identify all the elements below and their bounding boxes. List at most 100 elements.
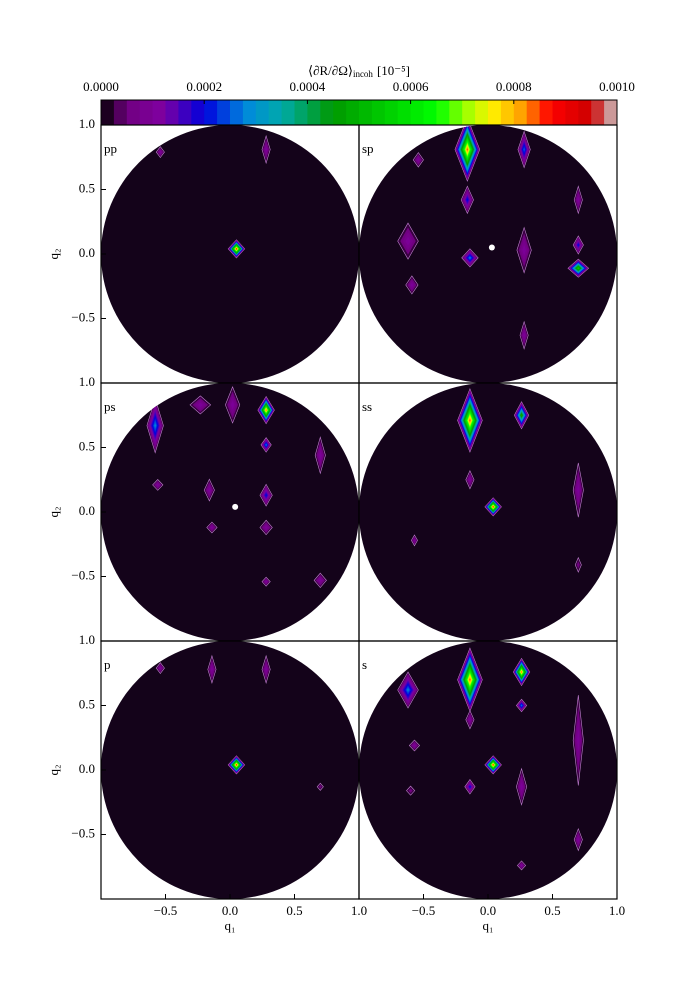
hotspot: [515, 698, 528, 713]
panel-label: p: [104, 657, 111, 672]
hotspot: [513, 401, 530, 430]
colorbar-swatch: [475, 100, 489, 125]
contour-level: [521, 704, 523, 707]
contour-level: [197, 402, 203, 408]
colorbar-swatch: [230, 100, 244, 125]
colorbar-swatch: [101, 100, 115, 125]
hotspot: [261, 654, 271, 684]
colorbar-swatch: [462, 100, 476, 125]
colorbar-swatch: [217, 100, 231, 125]
contour-level: [265, 580, 268, 583]
hotspot: [517, 860, 527, 871]
hotspot: [257, 395, 275, 425]
x-axis-label: q₁: [224, 918, 235, 933]
colorbar-swatch: [526, 100, 541, 125]
x-tick-label: −0.5: [154, 903, 178, 918]
y-tick-label: −0.5: [71, 825, 95, 840]
hotspot: [259, 519, 273, 536]
contour-level: [466, 148, 468, 151]
contour-level: [469, 419, 471, 422]
y-tick-label: 0.0: [79, 761, 95, 776]
contour-level: [577, 729, 580, 752]
colorbar-label: ⟨∂R/∂Ω⟩incoh [10⁻⁵]: [308, 63, 410, 79]
contour-level: [159, 150, 162, 154]
colorbar-swatch: [423, 100, 437, 125]
y-tick-label: 0.5: [79, 438, 95, 453]
colorbar-swatch: [113, 100, 128, 125]
disk: [359, 125, 617, 383]
hotspot: [227, 755, 246, 775]
hotspot: [225, 386, 241, 424]
contour-level: [265, 493, 267, 497]
hotspot: [572, 235, 584, 255]
disk: [359, 641, 617, 899]
hotspot: [259, 483, 273, 507]
colorbar-swatch: [539, 100, 553, 125]
colorbar-tick-label: 0.0004: [290, 79, 326, 94]
hotspot: [465, 469, 475, 490]
hotspot: [314, 436, 326, 475]
contour-level: [265, 665, 268, 673]
colorbar-swatch: [449, 100, 463, 125]
contours: [397, 125, 590, 350]
contour-level: [154, 423, 156, 429]
contour-level: [577, 196, 580, 204]
colorbar-swatch: [346, 100, 360, 125]
colorbar-swatch: [552, 100, 566, 125]
hotspot: [155, 146, 165, 159]
hotspot: [146, 397, 164, 454]
x-tick-label: 0.0: [480, 903, 496, 918]
contour-level: [522, 244, 526, 256]
contours: [155, 654, 324, 791]
contour-level: [466, 198, 469, 202]
hotspot: [516, 226, 532, 274]
contour-level: [319, 450, 322, 460]
colorbar-label-sub: incoh: [353, 69, 373, 79]
hotspot: [460, 185, 474, 215]
hotspot: [397, 222, 419, 260]
marker-dot: [232, 503, 239, 510]
colorbar-tick-label: 0.0002: [186, 79, 222, 94]
colorbar-swatch: [281, 100, 295, 125]
disk: [359, 383, 617, 641]
y-tick-label: 0.5: [79, 696, 95, 711]
contour-level: [408, 788, 413, 793]
colorbar-swatch: [488, 100, 502, 125]
colorbar-swatch: [152, 100, 166, 125]
hotspot: [152, 479, 164, 491]
hotspot: [464, 779, 476, 795]
colorbar-swatch: [359, 100, 373, 125]
colorbar-swatch: [191, 100, 205, 125]
hotspot: [206, 521, 218, 534]
contour-level: [413, 744, 416, 747]
panel-label: ss: [362, 399, 372, 414]
colorbar-label-unit: [10⁻⁵]: [377, 63, 410, 78]
contour-level: [523, 147, 525, 152]
contour-level: [469, 257, 471, 259]
contour-level: [576, 561, 580, 569]
colorbar-swatch: [126, 100, 141, 125]
contour-level: [520, 782, 523, 792]
contour-level: [469, 678, 471, 681]
y-axis-label: q₂: [46, 506, 61, 517]
colorbar-tick-label: 0.0000: [83, 79, 119, 94]
hotspot: [574, 556, 582, 573]
colorbar-swatch: [604, 100, 618, 125]
contour-level: [405, 236, 411, 246]
x-tick-label: −0.5: [412, 903, 436, 918]
hotspot: [512, 657, 531, 687]
hotspot: [406, 785, 416, 796]
y-tick-label: 1.0: [79, 632, 95, 647]
contour-level: [230, 400, 235, 410]
colorbar-label-main: ⟨∂R/∂Ω⟩: [308, 63, 353, 78]
colorbar-swatch: [565, 100, 579, 125]
panel-label: sp: [362, 141, 374, 156]
hotspot: [567, 258, 590, 278]
panel-label: s: [362, 657, 367, 672]
y-tick-label: −0.5: [71, 309, 95, 324]
contour-level: [264, 525, 268, 530]
hotspot: [572, 462, 584, 518]
hotspot: [155, 662, 165, 675]
colorbar-swatch: [371, 100, 386, 125]
colorbar-swatch: [384, 100, 399, 125]
